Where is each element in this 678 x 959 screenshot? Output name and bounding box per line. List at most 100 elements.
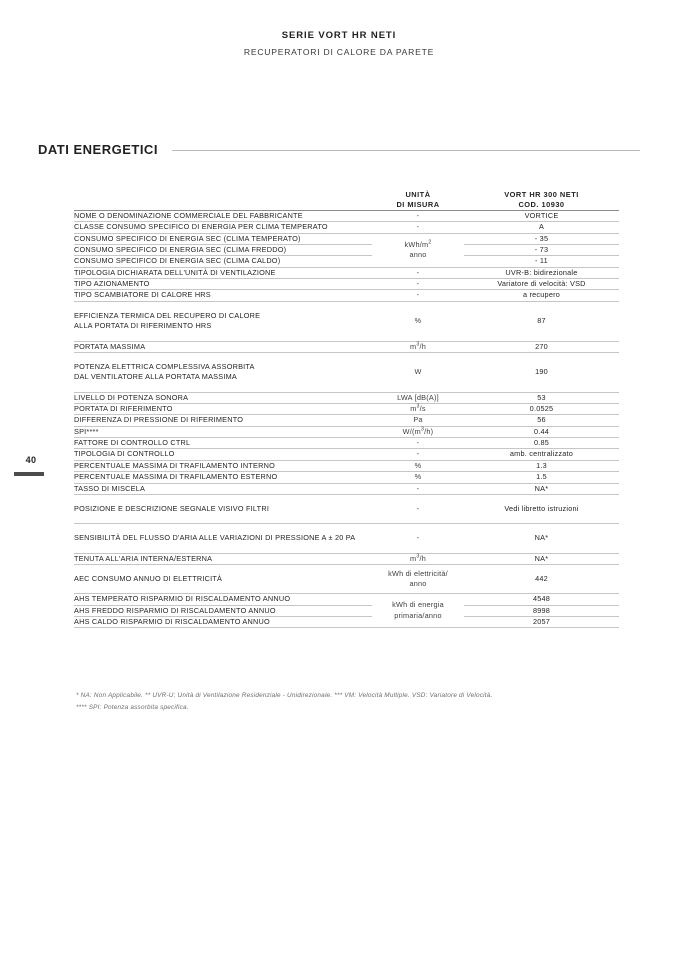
table-row: POTENZA ELETTRICA COMPLESSIVA ASSORBITA D… — [74, 351, 619, 393]
row-unit: - — [372, 523, 464, 554]
row-value: Variatore di velocità: VSD — [464, 278, 619, 290]
row-unit: % — [372, 471, 464, 484]
header-value-line2: COD. 10930 — [518, 199, 565, 209]
row-value: 270 — [464, 340, 619, 353]
row-value: NA* — [464, 552, 619, 565]
document-header: SERIE VORT HR NETI RECUPERATORI DI CALOR… — [0, 30, 678, 57]
table-row: FATTORE DI CONTROLLO CTRL -0.85 — [74, 437, 619, 449]
row-label: AHS FREDDO RISPARMIO DI RISCALDAMENTO AN… — [74, 604, 372, 617]
row-label: PERCENTUALE MASSIMA DI TRAFILAMENTO ESTE… — [74, 471, 372, 484]
table-row: CLASSE CONSUMO SPECIFICO DI ENERGIA PER … — [74, 221, 619, 234]
header-label-column — [74, 190, 372, 210]
row-label: CONSUMO SPECIFICO DI ENERGIA SEC (CLIMA … — [74, 244, 372, 256]
header-unit-line2: DI MISURA — [396, 199, 440, 209]
row-value: - 35 — [464, 232, 619, 245]
row-label: TASSO DI MISCELA — [74, 482, 372, 495]
row-unit: % — [372, 459, 464, 472]
table-head: UNITÀ DI MISURA VORT HR 300 NETI COD. 10… — [74, 190, 619, 210]
row-label: DIFFERENZA DI PRESSIONE DI RIFERIMENTO — [74, 414, 372, 427]
row-value: 56 — [464, 414, 619, 427]
table-row: PERCENTUALE MASSIMA DI TRAFILAMENTO ESTE… — [74, 471, 619, 484]
section-title: DATI ENERGETICI — [38, 142, 158, 157]
table-row: TIPOLOGIA DI CONTROLLO - amb. centralizzat… — [74, 448, 619, 461]
row-label: PORTATA MASSIMA — [74, 340, 372, 353]
row-label: AEC CONSUMO ANNUO DI ELETTRICITÀ — [74, 563, 372, 594]
row-label: TIPO SCAMBIATORE DI CALORE HRS — [74, 289, 372, 302]
header-value-column: VORT HR 300 NETI COD. 10930 — [464, 190, 619, 210]
row-label: CONSUMO SPECIFICO DI ENERGIA SEC (CLIMA … — [74, 255, 372, 268]
table-row: PORTATA MASSIMA m3/h 270 — [74, 340, 619, 353]
row-value: 442 — [464, 563, 619, 594]
row-label: POTENZA ELETTRICA COMPLESSIVA ASSORBITA D… — [74, 351, 372, 393]
table-row: LIVELLO DI POTENZA SONORA LWA [dB(A)] 53 — [74, 391, 619, 404]
row-value: amb. centralizzato — [464, 448, 619, 461]
row-value: 53 — [464, 391, 619, 404]
row-label: EFFICIENZA TERMICA DEL RECUPERO DI CALOR… — [74, 300, 372, 342]
table-row: CONSUMO SPECIFICO DI ENERGIA SEC (CLIMA … — [74, 255, 619, 268]
row-unit: % — [372, 300, 464, 342]
row-value: A — [464, 221, 619, 234]
table-row: SENSIBILITÀ DEL FLUSSO D'ARIA ALLE VARIA… — [74, 523, 619, 554]
table-row: AHS CALDO RISPARMIO DI RISCALDAMENTO ANN… — [74, 616, 619, 628]
table-row: SPI**** W/(m3/h) 0.44 — [74, 425, 619, 438]
row-label: FATTORE DI CONTROLLO CTRL — [74, 437, 372, 449]
row-value: UVR-B: bidirezionale — [464, 266, 619, 279]
row-unit: - — [372, 482, 464, 495]
row-label: CLASSE CONSUMO SPECIFICO DI ENERGIA PER … — [74, 221, 372, 234]
row-unit: kWh/m2 anno — [372, 232, 464, 268]
table-row: TIPO AZIONAMENTO - Variatore di velocità: … — [74, 278, 619, 290]
section-divider — [171, 150, 640, 151]
row-label: TENUTA ALL'ARIA INTERNA/ESTERNA — [74, 552, 372, 565]
row-label: TIPOLOGIA DI CONTROLLO — [74, 448, 372, 461]
row-unit: - — [372, 266, 464, 279]
footnote-1: * NA: Non Applicabile. ** UVR-U: Unità d… — [76, 692, 493, 699]
row-value: - 73 — [464, 244, 619, 256]
row-unit: Pa — [372, 414, 464, 427]
row-value: a recupero — [464, 289, 619, 302]
row-label: AHS TEMPERATO RISPARMIO DI RISCALDAMENTO… — [74, 593, 372, 606]
table-row: TIPO SCAMBIATORE DI CALORE HRS - a recuper… — [74, 289, 619, 302]
section-header: DATI ENERGETICI — [38, 142, 640, 157]
row-label: PORTATA DI RIFERIMENTO — [74, 402, 372, 415]
row-unit: - — [372, 221, 464, 234]
row-label: LIVELLO DI POTENZA SONORA — [74, 391, 372, 404]
row-value: 4548 — [464, 593, 619, 606]
table-row: AEC CONSUMO ANNUO DI ELETTRICITÀ kWh di e… — [74, 563, 619, 594]
row-value: 0.85 — [464, 437, 619, 449]
row-unit: - — [372, 448, 464, 461]
table-row: CONSUMO SPECIFICO DI ENERGIA SEC (CLIMA … — [74, 232, 619, 268]
row-unit: LWA [dB(A)] — [372, 391, 464, 404]
document-title: SERIE VORT HR NETI — [281, 30, 397, 41]
row-unit: - — [372, 437, 464, 449]
row-value: 2057 — [464, 616, 619, 628]
row-label: POSIZIONE E DESCRIZIONE SEGNALE VISIVO F… — [74, 493, 372, 524]
energy-data-table-wrap: UNITÀ DI MISURA VORT HR 300 NETI COD. 10… — [74, 190, 619, 629]
table-row: POSIZIONE E DESCRIZIONE SEGNALE VISIVO F… — [74, 493, 619, 524]
table-bottom-rule — [74, 627, 619, 629]
table-row: TASSO DI MISCELA - NA* — [74, 482, 619, 495]
row-label: NOME O DENOMINAZIONE COMMERCIALE DEL FAB… — [74, 209, 372, 222]
header-value-line1: VORT HR 300 NETI — [504, 190, 579, 199]
table-row: AHS FREDDO RISPARMIO DI RISCALDAMENTO AN… — [74, 604, 619, 617]
row-unit: m3/s — [372, 402, 464, 415]
row-label: TIPO AZIONAMENTO — [74, 278, 372, 290]
row-value: 1.5 — [464, 471, 619, 484]
row-unit: W — [372, 351, 464, 393]
page-marker-rule — [14, 472, 44, 476]
row-unit: W/(m3/h) — [372, 425, 464, 438]
table-row: TENUTA ALL'ARIA INTERNA/ESTERNA m3/h NA* — [74, 552, 619, 565]
page-marker: 40 — [14, 455, 48, 476]
row-label: TIPOLOGIA DICHIARATA DELL'UNITÀ DI VENTI… — [74, 266, 372, 279]
table-row: CONSUMO SPECIFICO DI ENERGIA SEC (CLIMA … — [74, 244, 619, 256]
table-row: TIPOLOGIA DICHIARATA DELL'UNITÀ DI VENTI… — [74, 266, 619, 279]
document-subtitle: RECUPERATORI DI CALORE DA PARETE — [243, 47, 435, 57]
row-unit: kWh di elettricità/anno — [372, 563, 464, 594]
table-header-row: UNITÀ DI MISURA VORT HR 300 NETI COD. 10… — [74, 190, 619, 210]
table-row: PORTATA DI RIFERIMENTO m3/s 0.0525 — [74, 402, 619, 415]
footnote-2: **** SPI: Potenza assorbita specifica. — [76, 703, 189, 711]
row-value: NA* — [464, 482, 619, 495]
row-value: 1.3 — [464, 459, 619, 472]
header-unit-column: UNITÀ DI MISURA — [372, 190, 464, 210]
row-label-bottom-rule — [74, 627, 372, 629]
row-value: 8998 — [464, 604, 619, 617]
